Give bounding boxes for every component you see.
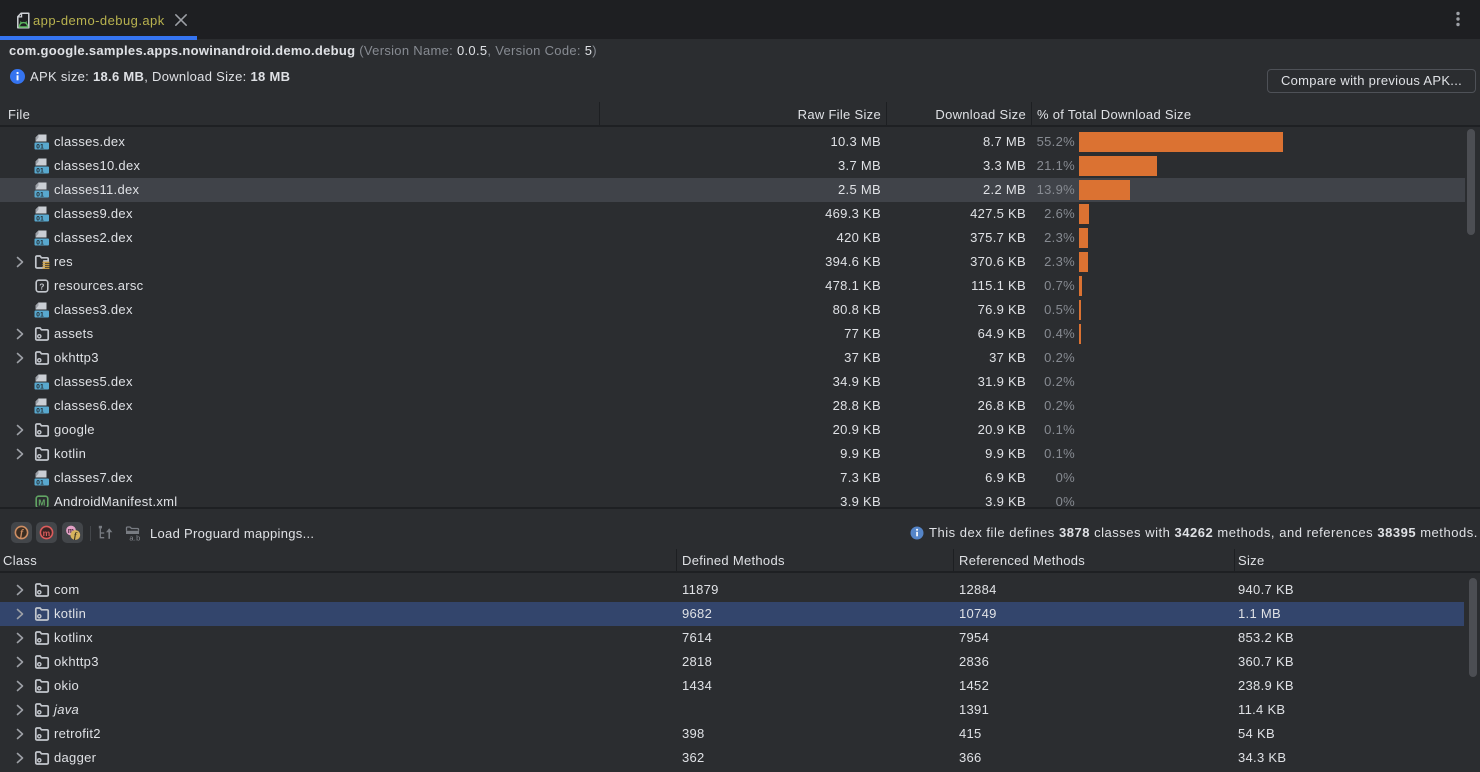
svg-text:f: f bbox=[74, 530, 78, 540]
svg-text:a.b: a.b bbox=[129, 533, 140, 541]
svg-text:f: f bbox=[20, 528, 25, 539]
svg-text:m: m bbox=[68, 528, 75, 535]
svg-text:m: m bbox=[43, 528, 51, 538]
